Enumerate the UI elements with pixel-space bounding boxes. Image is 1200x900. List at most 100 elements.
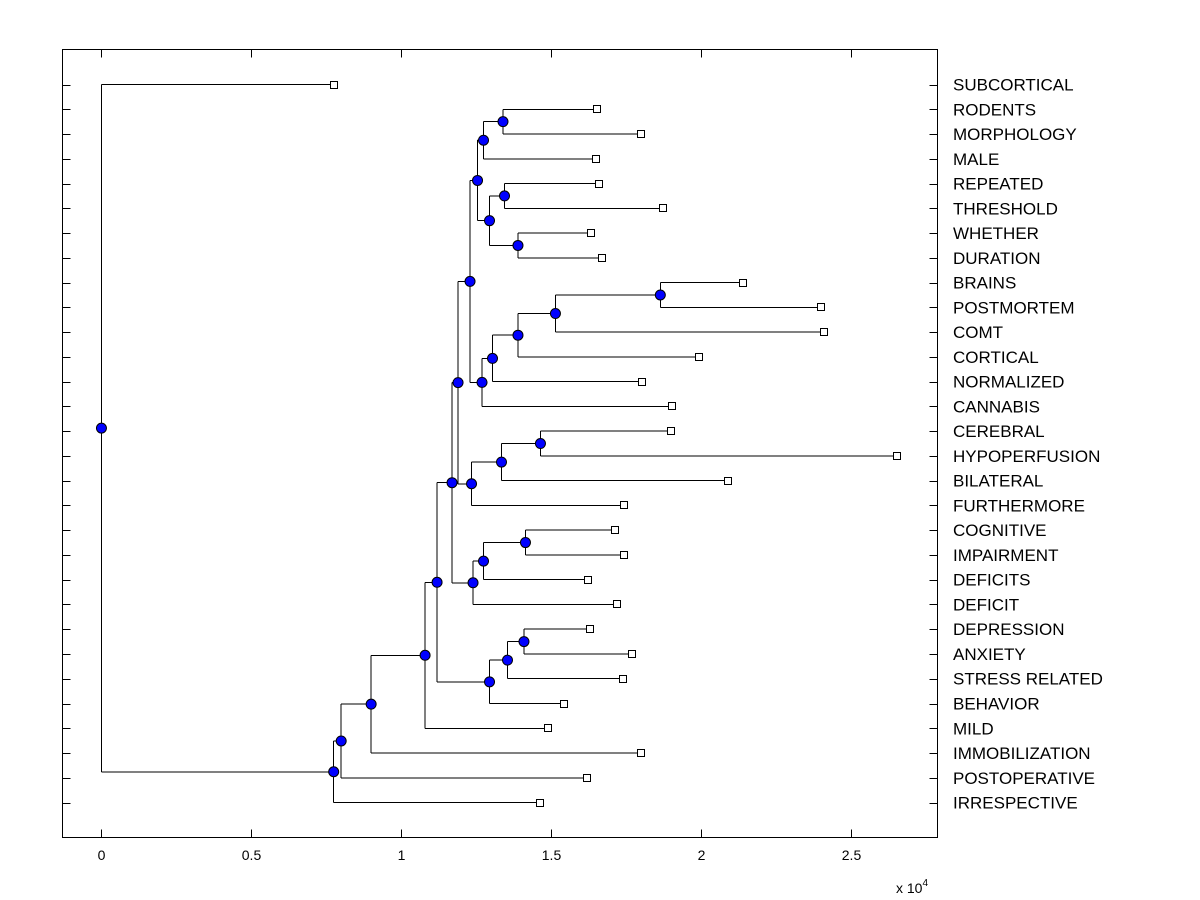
leaf-marker bbox=[611, 526, 619, 534]
leaf-marker bbox=[544, 724, 552, 732]
leaf-marker bbox=[724, 477, 732, 485]
leaf-labels: SUBCORTICAL RODENTS MORPHOLOGY MALE REPEATED… bbox=[953, 76, 1103, 813]
leaf-label: ANXIETY bbox=[953, 645, 1026, 664]
x-scale-base: x 10 bbox=[896, 880, 923, 896]
merge-node bbox=[497, 116, 509, 128]
merge-node bbox=[466, 478, 478, 490]
x-scale-exponent: 4 bbox=[922, 878, 928, 889]
leaf-label: MORPHOLOGY bbox=[953, 125, 1077, 144]
leaf-marker bbox=[695, 353, 703, 361]
leaf-label: BRAINS bbox=[953, 274, 1016, 293]
leaf-marker bbox=[592, 155, 600, 163]
merge-node bbox=[498, 190, 510, 202]
y-ticks bbox=[62, 85, 938, 804]
leaf-label: RODENTS bbox=[953, 100, 1036, 119]
merge-node bbox=[484, 676, 496, 688]
leaf-label: COGNITIVE bbox=[953, 521, 1047, 540]
leaf-label: WHETHER bbox=[953, 224, 1039, 243]
leaf-label: IMMOBILIZATION bbox=[953, 744, 1091, 763]
leaf-marker bbox=[739, 279, 747, 287]
leaf-marker bbox=[595, 180, 603, 188]
x-tick-label: 2 bbox=[698, 847, 706, 863]
leaf-label: CANNABIS bbox=[953, 397, 1040, 416]
leaf-marker bbox=[536, 799, 544, 807]
leaf-label: THRESHOLD bbox=[953, 199, 1058, 218]
leaf-marker bbox=[628, 650, 636, 658]
merge-nodes bbox=[95, 116, 666, 778]
merge-node bbox=[476, 376, 488, 388]
leaf-marker bbox=[620, 551, 628, 559]
merge-node bbox=[335, 735, 347, 747]
leaf-label: REPEATED bbox=[953, 175, 1043, 194]
leaf-label: CEREBRAL bbox=[953, 422, 1045, 441]
leaf-marker bbox=[586, 625, 594, 633]
leaf-label: DEPRESSION bbox=[953, 620, 1064, 639]
leaf-label: FURTHERMORE bbox=[953, 496, 1085, 515]
x-tick-label: 1.5 bbox=[542, 847, 562, 863]
leaf-marker bbox=[659, 204, 667, 212]
leaf-marker bbox=[560, 700, 568, 708]
merge-node bbox=[478, 555, 490, 567]
x-tick-label: 2.5 bbox=[842, 847, 862, 863]
leaf-label: COMT bbox=[953, 323, 1003, 342]
leaf-label: STRESS RELATED bbox=[953, 670, 1103, 689]
merge-node bbox=[478, 134, 490, 146]
merge-node bbox=[654, 289, 666, 301]
dendrogram-links bbox=[100, 84, 898, 804]
merge-node bbox=[472, 174, 484, 186]
merge-node bbox=[519, 537, 531, 549]
merge-node bbox=[484, 215, 496, 227]
merge-node bbox=[518, 636, 530, 648]
leaf-label: POSTOPERATIVE bbox=[953, 769, 1095, 788]
leaf-marker bbox=[668, 402, 676, 410]
leaf-marker bbox=[619, 675, 627, 683]
x-scale-label: x 104 bbox=[896, 878, 928, 896]
merge-node bbox=[446, 477, 458, 489]
leaf-label: HYPOPERFUSION bbox=[953, 447, 1100, 466]
leaf-label: IRRESPECTIVE bbox=[953, 794, 1078, 813]
merge-node bbox=[328, 766, 340, 778]
merge-node bbox=[487, 352, 499, 364]
leaf-label: DEFICIT bbox=[953, 595, 1019, 614]
merge-node bbox=[495, 456, 507, 468]
leaf-marker bbox=[593, 105, 601, 113]
leaf-marker bbox=[637, 130, 645, 138]
x-ticks: 0 0.5 1 1.5 2 2.5 bbox=[98, 49, 862, 863]
merge-node bbox=[431, 576, 443, 588]
leaf-marker bbox=[638, 378, 646, 386]
leaf-marker bbox=[637, 749, 645, 757]
leaf-label: BILATERAL bbox=[953, 472, 1043, 491]
leaf-marker bbox=[584, 576, 592, 584]
leaf-marker bbox=[330, 81, 338, 89]
merge-node bbox=[512, 239, 524, 251]
leaf-markers bbox=[330, 81, 901, 807]
leaf-label: DEFICITS bbox=[953, 571, 1030, 590]
leaf-label: MILD bbox=[953, 719, 994, 738]
leaf-marker bbox=[598, 254, 606, 262]
merge-node bbox=[452, 377, 464, 389]
leaf-label: POSTMORTEM bbox=[953, 298, 1075, 317]
leaf-marker bbox=[583, 774, 591, 782]
merge-node bbox=[95, 422, 107, 434]
leaf-marker bbox=[893, 452, 901, 460]
leaf-marker bbox=[820, 328, 828, 336]
leaf-marker bbox=[667, 427, 675, 435]
leaf-label: CORTICAL bbox=[953, 348, 1039, 367]
leaf-marker bbox=[817, 303, 825, 311]
leaf-marker bbox=[613, 600, 621, 608]
merge-node bbox=[419, 649, 431, 661]
leaf-label: BEHAVIOR bbox=[953, 695, 1040, 714]
merge-node bbox=[512, 329, 524, 341]
merge-node bbox=[467, 577, 479, 589]
leaf-label: SUBCORTICAL bbox=[953, 76, 1074, 95]
x-tick-label: 1 bbox=[398, 847, 406, 863]
leaf-marker bbox=[587, 229, 595, 237]
merge-node bbox=[501, 654, 513, 666]
merge-node bbox=[464, 275, 476, 287]
x-tick-label: 0.5 bbox=[242, 847, 262, 863]
leaf-label: DURATION bbox=[953, 249, 1041, 268]
leaf-label: IMPAIRMENT bbox=[953, 546, 1058, 565]
x-tick-label: 0 bbox=[98, 847, 106, 863]
plot-frame bbox=[62, 49, 938, 838]
